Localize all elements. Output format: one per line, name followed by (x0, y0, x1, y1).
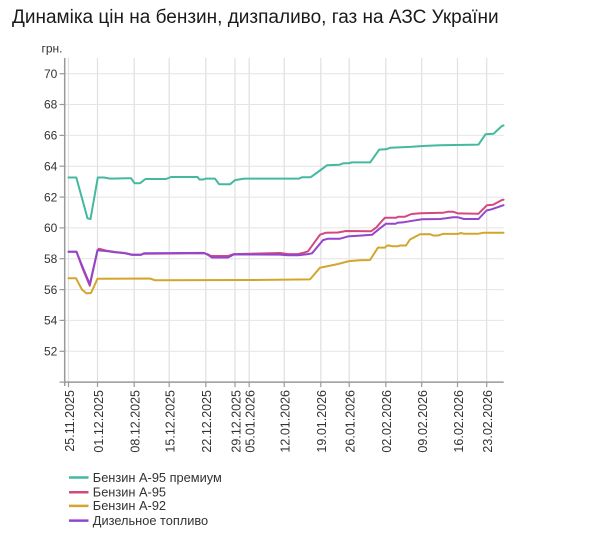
svg-text:23.02.2026: 23.02.2026 (481, 390, 495, 453)
svg-text:58: 58 (44, 252, 58, 266)
svg-text:19.01.2026: 19.01.2026 (315, 390, 329, 453)
svg-text:15.12.2025: 15.12.2025 (164, 390, 178, 453)
svg-text:Бензин А-92: Бензин А-92 (93, 498, 166, 513)
svg-text:25.11.2025: 25.11.2025 (63, 390, 77, 452)
svg-text:66: 66 (44, 129, 58, 143)
svg-text:62: 62 (44, 190, 58, 204)
svg-text:29.12.2025: 29.12.2025 (229, 390, 243, 453)
svg-text:08.12.2025: 08.12.2025 (129, 390, 143, 453)
svg-text:64: 64 (44, 159, 58, 173)
svg-text:Динаміка цін на бензин, дизпал: Динаміка цін на бензин, дизпаливо, газ н… (12, 7, 499, 28)
svg-text:16.02.2026: 16.02.2026 (452, 390, 466, 453)
svg-text:26.01.2026: 26.01.2026 (344, 390, 358, 453)
svg-text:05.01.2026: 05.01.2026 (244, 390, 258, 453)
svg-text:54: 54 (44, 314, 58, 328)
svg-text:70: 70 (44, 67, 58, 81)
svg-text:Дизельное топливо: Дизельное топливо (93, 513, 208, 528)
svg-text:68: 68 (44, 98, 58, 112)
svg-text:грн.: грн. (42, 42, 63, 56)
svg-text:56: 56 (44, 283, 58, 297)
svg-text:02.02.2026: 02.02.2026 (380, 390, 394, 453)
svg-text:12.01.2026: 12.01.2026 (279, 390, 293, 453)
svg-text:Бензин А-95 премиум: Бензин А-95 премиум (93, 470, 222, 485)
svg-text:60: 60 (44, 221, 58, 235)
svg-text:Бензин А-95: Бензин А-95 (93, 485, 166, 500)
svg-text:52: 52 (44, 345, 58, 359)
svg-text:09.02.2026: 09.02.2026 (416, 390, 430, 453)
svg-text:01.12.2025: 01.12.2025 (92, 390, 106, 453)
svg-text:22.12.2025: 22.12.2025 (200, 390, 214, 453)
